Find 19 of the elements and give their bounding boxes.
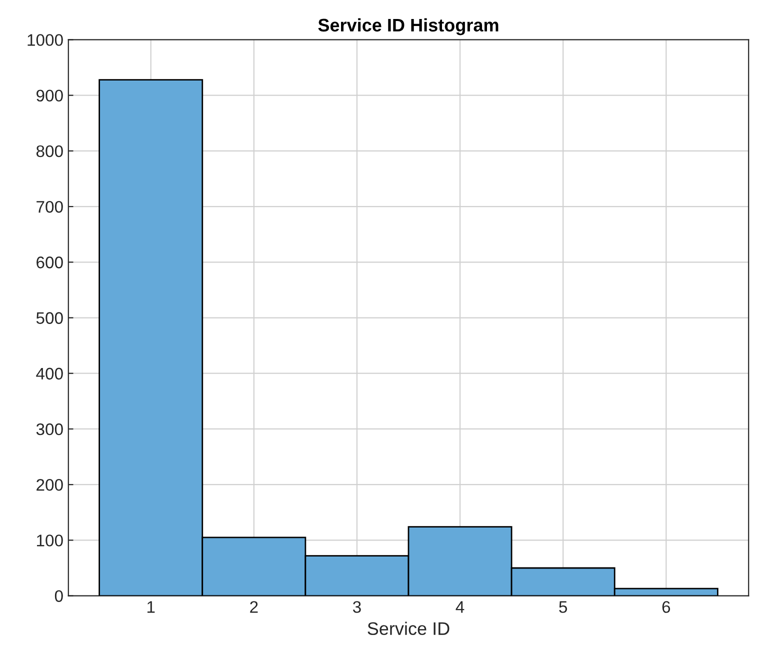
y-tick-label: 100 [37,534,63,546]
y-tick-label: 1000 [28,34,63,46]
y-tick-label: 400 [36,368,63,380]
x-axis-title: Service ID [368,622,450,636]
x-tick-label: 6 [662,601,670,613]
y-tick-label: 900 [36,90,63,102]
x-tick-label: 5 [559,601,568,613]
y-tick-label: 800 [36,145,63,158]
y-tick-label: 700 [36,200,63,213]
x-tick-label: 1 [147,601,155,613]
y-tick-label: 0 [54,590,63,602]
y-tick-label: 600 [36,256,63,268]
y-tick-label: 500 [36,312,63,324]
x-tick-label: 2 [250,601,258,613]
x-tick-label: 3 [352,601,361,613]
chart-title: Service ID Histogram [318,18,498,36]
y-tick-label: 200 [36,478,63,491]
y-tick-label: 300 [36,423,63,436]
x-tick-label: 4 [456,601,464,613]
